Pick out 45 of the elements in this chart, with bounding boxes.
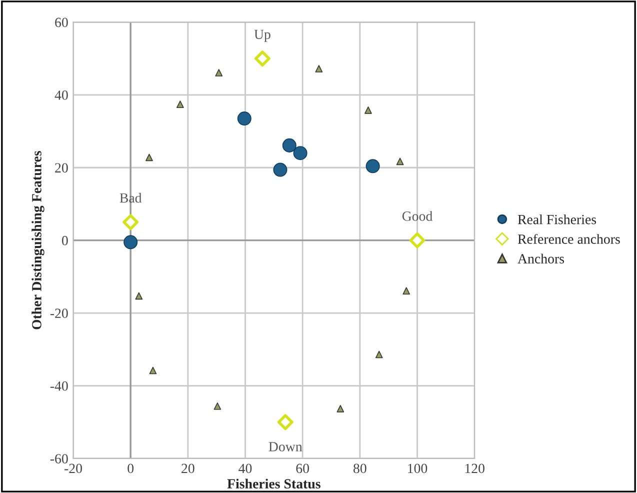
point [122,214,139,230]
x-tick-label: 60 [296,464,309,474]
x-axis-title: Fisheries Status [227,478,320,489]
y-tick-label: 0 [62,236,68,246]
x-tick-label: 120 [465,464,484,474]
legend-label: Real Fisheries [518,214,596,224]
point [135,292,143,300]
legend-label: Reference anchors [518,234,620,244]
point [277,414,294,430]
x-tick-label: 0 [128,464,134,474]
point [273,162,288,177]
annotation: Up [254,30,270,42]
y-tick-label: 20 [55,163,68,173]
point [364,106,372,114]
point [375,350,383,358]
x-tick-label: 20 [182,464,194,474]
point [176,100,184,108]
point [146,154,153,162]
point [409,232,426,248]
y-tick-label: 60 [55,18,68,28]
y-tick-label: 40 [54,90,68,100]
y-tick-label: -60 [50,454,68,464]
point [124,235,138,250]
legend-label: Anchors [518,254,564,264]
x-tick-label: 40 [238,464,252,474]
y-axis-title: Other Distinguishing Features [32,151,44,330]
point [336,405,344,412]
y-tick-label: -20 [50,308,68,318]
x-tick-label: -20 [64,464,82,474]
y-tick-label: -40 [50,381,68,391]
point [293,146,308,160]
point [215,69,223,76]
point [315,65,323,72]
x-tick-label: 100 [408,464,428,474]
point [282,138,296,152]
point [402,287,410,295]
point [214,402,222,410]
annotation: Down [268,442,302,452]
annotation: Good [402,211,432,221]
point [149,366,157,374]
point [366,159,380,174]
point [237,112,252,126]
point [396,158,404,166]
point [254,50,270,67]
x-tick-label: 80 [353,464,366,474]
